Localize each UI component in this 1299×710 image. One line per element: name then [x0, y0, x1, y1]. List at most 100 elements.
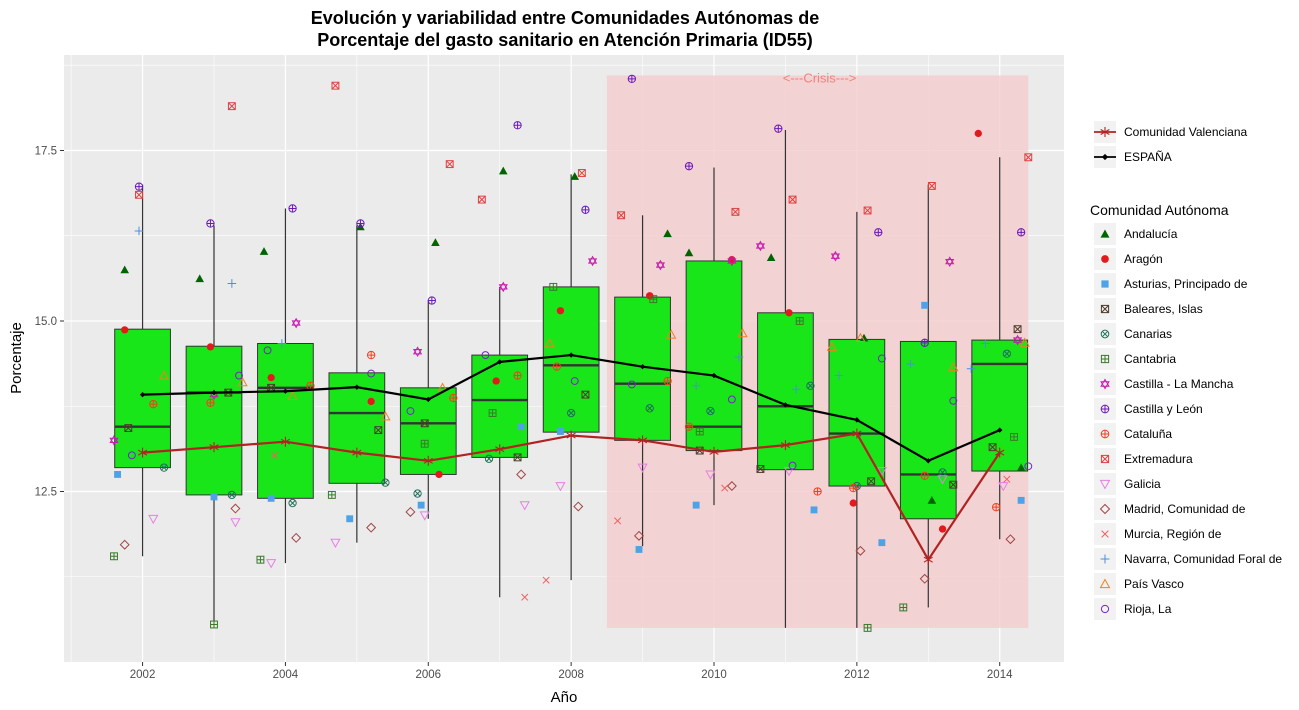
data-point: [788, 461, 797, 470]
line-point: [139, 391, 146, 398]
data-point: [235, 371, 243, 380]
data-point: [549, 282, 558, 291]
data-point: [544, 338, 555, 348]
line-point: [997, 427, 1003, 433]
legend-item: Navarra, Comunidad Foral de: [1094, 548, 1282, 570]
data-point: [906, 359, 915, 369]
data-point: [109, 435, 119, 446]
data-point: [966, 364, 976, 374]
data-point: [731, 207, 740, 216]
line-point: [566, 430, 576, 441]
data-point: [949, 396, 958, 405]
x-tick-label: 2002: [130, 669, 156, 681]
series-catalu-a: [149, 350, 1001, 512]
data-point: [727, 395, 736, 404]
line-point: [637, 435, 648, 446]
data-point: [774, 124, 783, 133]
y-axis-title: Porcentaje: [8, 322, 25, 394]
line-point: [209, 442, 219, 453]
data-point: [412, 346, 423, 357]
data-point: [920, 471, 929, 480]
data-point: [330, 538, 341, 548]
legend-item: ESPAÑA: [1094, 146, 1172, 168]
data-point: [206, 219, 215, 228]
data-point: [477, 195, 486, 204]
data-point: [734, 352, 744, 362]
data-point: [114, 471, 122, 478]
data-point: [127, 451, 136, 460]
box-iqr: [471, 354, 529, 458]
data-point: [210, 493, 218, 501]
x-axis-title: Año: [551, 689, 578, 706]
legend-item: Aragón: [1094, 248, 1163, 270]
data-point: [998, 482, 1009, 492]
data-point: [427, 296, 437, 305]
data-point: [919, 573, 930, 584]
data-point: [684, 248, 694, 257]
chart-title-line-2: Porcentaje del gasto sanitario en Atenci…: [317, 30, 812, 50]
data-point: [237, 377, 248, 387]
data-point: [948, 362, 959, 372]
legend: Comunidad Valenciana ESPAÑA Comunidad Autó…: [1090, 121, 1282, 620]
line-point: [137, 447, 148, 458]
data-point: [863, 206, 872, 215]
legend-item: Galicia: [1094, 473, 1161, 495]
data-point: [498, 166, 508, 175]
line-point: [782, 402, 789, 408]
legend-symbol: [1099, 479, 1111, 490]
legend-key: [1094, 573, 1116, 595]
data-point: [277, 339, 287, 348]
legend-item: Baleares, Islas: [1094, 298, 1203, 320]
data-point: [791, 384, 801, 394]
line-point: [568, 352, 574, 358]
data-point: [380, 411, 391, 421]
data-point: [227, 490, 237, 500]
data-point: [381, 478, 390, 487]
data-point: [1012, 334, 1023, 346]
data-point: [159, 463, 169, 472]
data-point: [613, 517, 622, 525]
x-tick-label: 2014: [987, 669, 1013, 681]
line-point: [354, 384, 360, 390]
axes: 2002 2004 2006 2008 2010 2012 2014 12.5 15.0 17.5: [35, 145, 1013, 681]
data-point: [830, 250, 841, 262]
legend-label: Asturias, Principado de: [1124, 277, 1248, 291]
data-point: [331, 81, 340, 90]
data-point: [570, 172, 580, 180]
data-point: [788, 195, 797, 204]
data-point: [158, 370, 170, 380]
line-point: [425, 396, 431, 403]
data-point: [570, 377, 579, 385]
legend-symbol: [1101, 280, 1109, 288]
data-point: [1010, 432, 1018, 441]
legend-symbol: [1099, 503, 1111, 515]
legend-item: Murcia, Región de: [1094, 523, 1222, 545]
data-point: [695, 427, 704, 436]
data-point: [1024, 462, 1033, 471]
data-point: [542, 576, 550, 584]
box-iqr: [685, 260, 743, 452]
data-point: [692, 501, 700, 509]
y-tick-label: 12.5: [35, 486, 57, 498]
data-point: [1017, 496, 1025, 504]
legend-label: Cantabria: [1124, 352, 1176, 366]
data-point: [492, 377, 500, 385]
data-point: [519, 501, 530, 511]
data-point: [783, 467, 795, 477]
data-point: [581, 390, 590, 399]
series-galicia: [148, 463, 1009, 569]
data-point: [665, 329, 677, 339]
data-point: [413, 489, 422, 498]
data-point: [727, 255, 737, 267]
data-point: [259, 247, 269, 255]
data-point: [227, 279, 237, 288]
data-point: [577, 169, 586, 177]
data-point: [417, 501, 425, 509]
data-point: [356, 219, 365, 228]
data-point: [366, 522, 377, 533]
data-point: [899, 603, 908, 612]
data-point: [826, 341, 838, 351]
chart-title-line-1: Evolución y variabilidad entre Comunidad…: [311, 8, 819, 28]
data-point: [1024, 153, 1033, 162]
legend-label: Aragón: [1124, 252, 1163, 266]
